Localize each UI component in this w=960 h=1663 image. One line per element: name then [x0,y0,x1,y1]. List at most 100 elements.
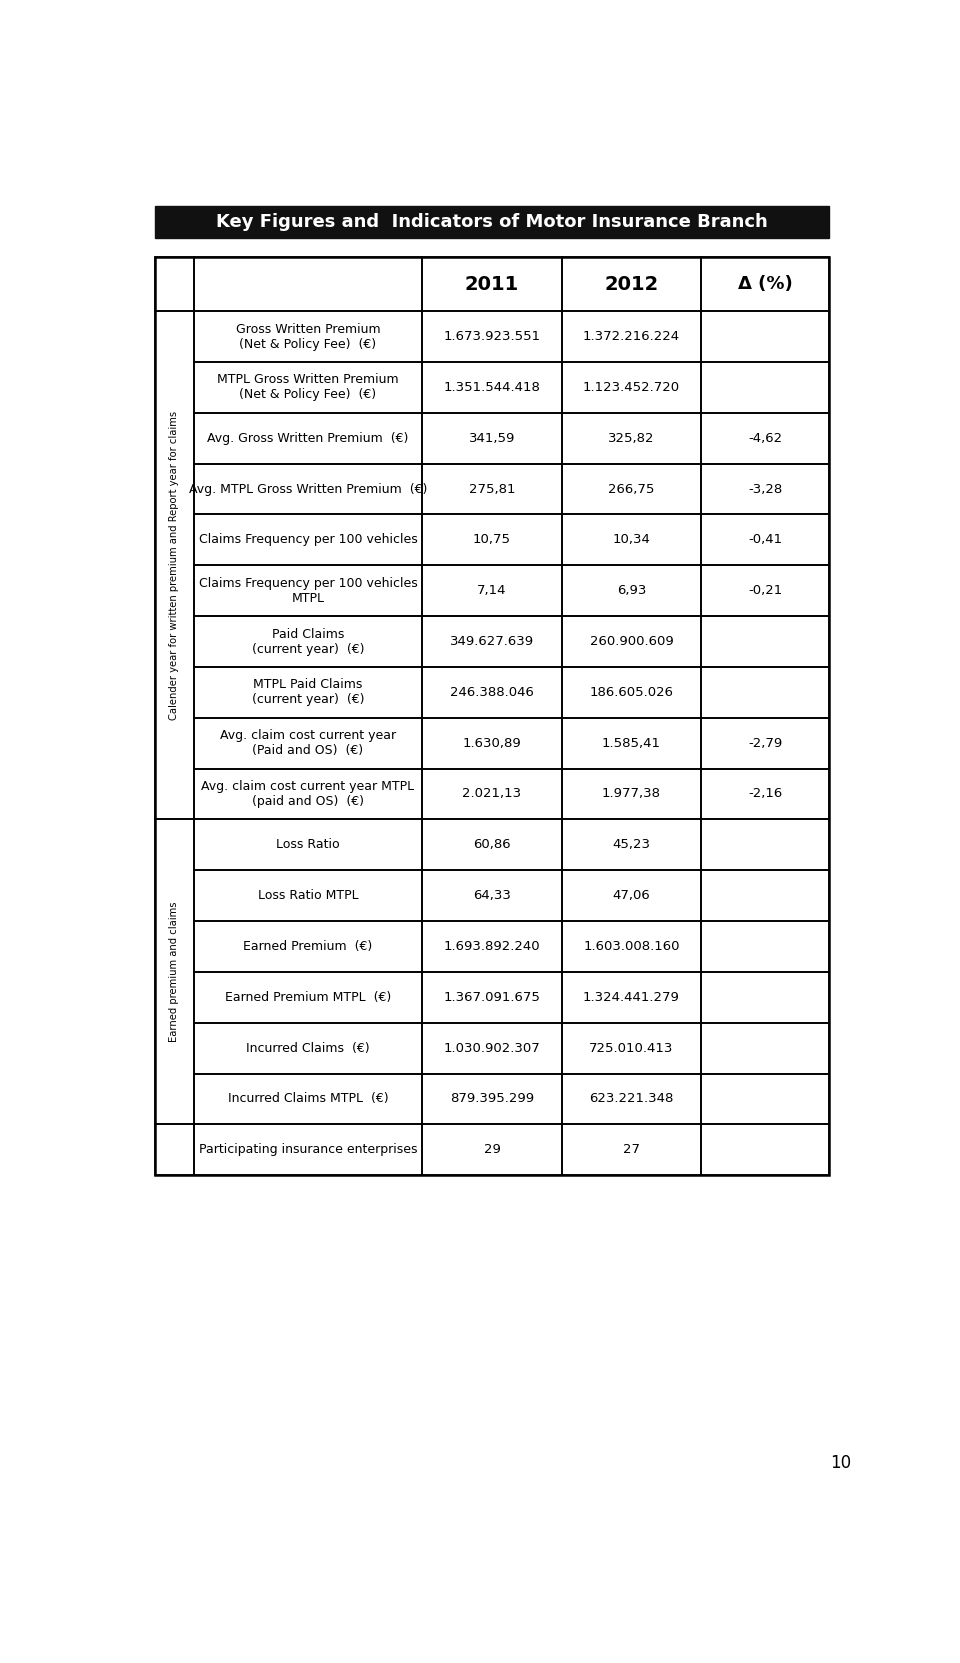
Bar [701,1124,829,1176]
Bar [422,820,562,870]
Bar [155,258,829,1176]
Text: 7,14: 7,14 [477,584,507,597]
Text: Claims Frequency per 100 vehicles
MTPL: Claims Frequency per 100 vehicles MTPL [199,577,418,605]
Bar [422,870,562,921]
Bar [701,667,829,718]
Text: 246.388.046: 246.388.046 [450,685,534,698]
Bar [194,820,422,870]
Bar [562,565,701,615]
Bar [422,1023,562,1074]
Bar [701,870,829,921]
Text: 349.627.639: 349.627.639 [450,635,534,649]
Text: Claims Frequency per 100 vehicles: Claims Frequency per 100 vehicles [199,534,418,547]
Bar [701,412,829,464]
Text: 2012: 2012 [605,274,659,294]
Bar [701,363,829,412]
Bar [422,1074,562,1124]
Bar [701,971,829,1023]
Text: -0,21: -0,21 [748,584,782,597]
Bar [194,718,422,768]
Text: Earned Premium MTPL  (€): Earned Premium MTPL (€) [225,991,391,1004]
Bar [562,870,701,921]
Bar [562,1124,701,1176]
Bar [194,412,422,464]
Bar [701,565,829,615]
Bar [422,768,562,820]
Bar [562,768,701,820]
Bar [701,514,829,565]
Text: 2.021,13: 2.021,13 [463,788,521,800]
Text: 1.630,89: 1.630,89 [463,737,521,750]
Bar [422,464,562,514]
Text: 27: 27 [623,1142,640,1156]
Text: 186.605.026: 186.605.026 [589,685,674,698]
Bar [562,363,701,412]
Text: Δ (%): Δ (%) [738,276,793,293]
Bar [194,768,422,820]
Text: 10,75: 10,75 [473,534,511,547]
Bar [422,311,562,363]
Text: 1.351.544.418: 1.351.544.418 [444,381,540,394]
Text: Calender year for written premium and Report year for claims: Calender year for written premium and Re… [169,411,180,720]
Text: 1.585,41: 1.585,41 [602,737,661,750]
Bar [562,412,701,464]
Text: Loss Ratio: Loss Ratio [276,838,340,851]
Bar [194,1023,422,1074]
Bar [155,258,194,311]
Text: Avg. claim cost current year
(Paid and OS)  (€): Avg. claim cost current year (Paid and O… [220,728,396,757]
Bar [701,1074,829,1124]
Bar [422,615,562,667]
Bar [562,971,701,1023]
Text: 1.123.452.720: 1.123.452.720 [583,381,680,394]
Bar [701,1023,829,1074]
Text: 6,93: 6,93 [617,584,646,597]
Text: -2,16: -2,16 [748,788,782,800]
Text: 1.603.008.160: 1.603.008.160 [584,940,680,953]
Text: 45,23: 45,23 [612,838,651,851]
Bar [422,971,562,1023]
Text: 29: 29 [484,1142,500,1156]
Bar [194,464,422,514]
Bar [562,514,701,565]
Text: 341,59: 341,59 [468,432,516,444]
Bar [562,1074,701,1124]
Text: 10,34: 10,34 [612,534,651,547]
Bar [701,615,829,667]
Bar [701,820,829,870]
Bar [194,1074,422,1124]
Text: Avg. Gross Written Premium  (€): Avg. Gross Written Premium (€) [207,432,409,444]
Bar [194,363,422,412]
Bar [562,820,701,870]
Bar [194,870,422,921]
Bar [194,921,422,971]
Text: 275,81: 275,81 [468,482,516,496]
Text: 325,82: 325,82 [609,432,655,444]
Text: 1.324.441.279: 1.324.441.279 [583,991,680,1004]
Bar [701,258,829,311]
Text: 10: 10 [830,1453,852,1472]
Bar [194,311,422,363]
Text: Participating insurance enterprises: Participating insurance enterprises [199,1142,418,1156]
Text: Key Figures and  Indicators of Motor Insurance Branch: Key Figures and Indicators of Motor Insu… [216,213,768,231]
Bar [194,258,422,311]
Text: 260.900.609: 260.900.609 [589,635,673,649]
Text: 1.693.892.240: 1.693.892.240 [444,940,540,953]
Text: Earned premium and claims: Earned premium and claims [169,901,180,1043]
Bar [194,1124,422,1176]
Text: MTPL Gross Written Premium
(Net & Policy Fee)  (€): MTPL Gross Written Premium (Net & Policy… [217,374,398,401]
Text: Avg. claim cost current year MTPL
(paid and OS)  (€): Avg. claim cost current year MTPL (paid … [202,780,415,808]
Bar [562,464,701,514]
Bar [422,363,562,412]
Bar [562,667,701,718]
Bar [701,921,829,971]
Text: 47,06: 47,06 [612,890,650,901]
Bar [155,311,194,820]
Bar [422,412,562,464]
Text: Gross Written Premium
(Net & Policy Fee)  (€): Gross Written Premium (Net & Policy Fee)… [235,323,380,351]
Text: MTPL Paid Claims
(current year)  (€): MTPL Paid Claims (current year) (€) [252,679,364,707]
Bar [562,718,701,768]
Text: 2011: 2011 [465,274,519,294]
Bar [194,667,422,718]
Bar [422,258,562,311]
Bar [155,206,829,238]
